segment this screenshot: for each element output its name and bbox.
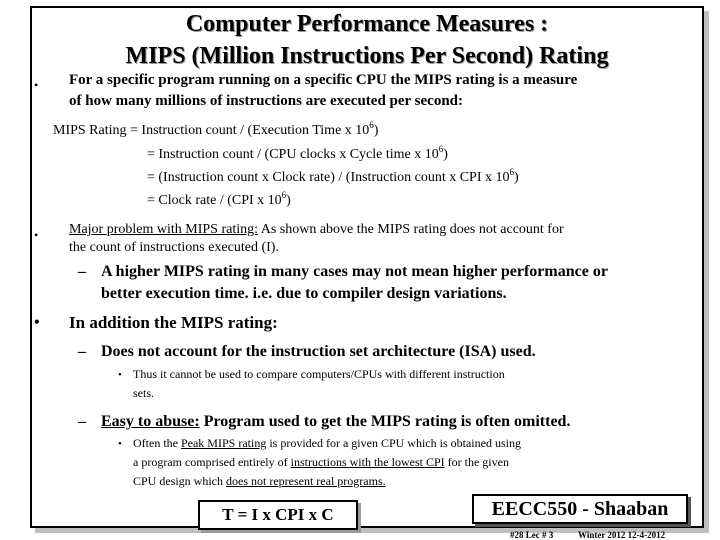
higher-line1: A higher MIPS rating in many cases may n… — [101, 263, 608, 280]
peak-line1: Often the Peak MIPS rating is provided f… — [133, 436, 521, 450]
equation-line3: = (Instruction count x Clock rate) / (In… — [147, 167, 519, 186]
peak-line3: CPU design which does not represent real… — [133, 474, 386, 488]
higher-line2: better execution time. i.e. due to compi… — [101, 285, 507, 302]
equation-line2: = Instruction count / (CPU clocks x Cycl… — [147, 144, 448, 163]
dash-marker: – — [78, 413, 86, 430]
intro-line1: For a specific program running on a spec… — [69, 72, 578, 88]
cpu-time-formula-box: T = I x CPI x C — [198, 500, 358, 530]
isa-point: Does not account for the instruction set… — [101, 343, 536, 360]
dash-marker: – — [78, 263, 86, 280]
isa-sub-line1: Thus it cannot be used to compare comput… — [133, 367, 505, 381]
bullet-marker: • — [34, 314, 40, 331]
abuse-point: Easy to abuse: Program used to get the M… — [101, 413, 571, 430]
bullet-marker: • — [118, 369, 122, 381]
footer-term-date: Winter 2012 12-4-2012 — [578, 530, 666, 540]
footer-slide-number: #28 Lec # 3 — [510, 530, 554, 540]
course-title-box: EECC550 - Shaaban — [472, 494, 688, 524]
bullet-marker: • — [118, 438, 122, 450]
bullet-marker: • — [34, 228, 39, 242]
peak-line2: a program comprised entirely of instruct… — [133, 455, 509, 469]
equation-line4: = Clock rate / (CPI x 106) — [147, 190, 291, 209]
slide-frame — [30, 6, 704, 528]
bullet-marker: • — [34, 78, 39, 92]
problem-line1: Major problem with MIPS rating: As shown… — [69, 222, 564, 237]
problem-line2: the count of instructions executed (I). — [69, 240, 279, 255]
slide-title-line1: Computer Performance Measures : — [185, 11, 549, 37]
addition-heading: In addition the MIPS rating: — [69, 313, 278, 332]
equation-line1: MIPS Rating = Instruction count / (Execu… — [53, 120, 379, 139]
intro-line2: of how many millions of instructions are… — [69, 93, 464, 109]
slide-title-line2: MIPS (Million Instructions Per Second) R… — [125, 43, 609, 69]
dash-marker: – — [78, 343, 86, 360]
isa-sub-line2: sets. — [133, 386, 154, 400]
